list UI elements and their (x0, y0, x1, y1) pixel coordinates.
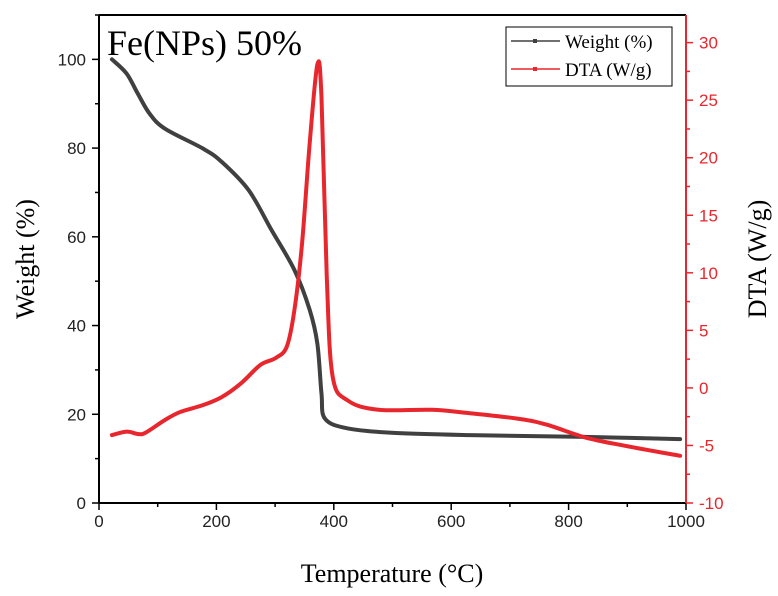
legend-box (505, 26, 673, 87)
series-lines (109, 57, 683, 458)
x-tick-label: 600 (437, 512, 465, 531)
legend: Weight (%) DTA (W/g) (505, 26, 673, 87)
x-tick-label: 200 (202, 512, 230, 531)
x-tick-label: 0 (94, 512, 103, 531)
y-tick-label: 40 (67, 317, 86, 336)
x-axis-title: Temperature (°C) (301, 559, 484, 588)
x-tick-label: 800 (554, 512, 582, 531)
y-tick-label: 20 (67, 405, 86, 424)
y2-tick-label: -10 (699, 494, 724, 513)
legend-dta-label: DTA (W/g) (565, 60, 652, 81)
y2-tick-label: 10 (699, 264, 718, 283)
y-tick-label: 100 (58, 50, 86, 69)
y2-tick-label: 0 (699, 379, 708, 398)
x-tick-label: 1000 (667, 512, 705, 531)
y-tick-label: 60 (67, 228, 86, 247)
y2-axis-title: DTA (W/g) (743, 200, 772, 319)
legend-weight-label: Weight (%) (565, 32, 653, 53)
y2-tick-label: -5 (699, 436, 714, 455)
y-axis-title: Weight (%) (11, 199, 40, 319)
y2-tick-label: 15 (699, 206, 718, 225)
y2-tick-label: 30 (699, 34, 718, 53)
weight-series-line (109, 57, 683, 442)
legend-weight-marker (533, 39, 537, 43)
legend-dta-marker (533, 67, 537, 71)
y-tick-label: 80 (67, 139, 86, 158)
dta-series-line (109, 59, 683, 458)
x-tick-label: 400 (320, 512, 348, 531)
y-tick-label: 0 (77, 494, 86, 513)
y2-tick-label: 5 (699, 321, 708, 340)
y2-tick-label: 20 (699, 149, 718, 168)
axes: 0 200 400 600 800 1000 0 20 40 60 80 100 -10 -5 0 5 10 15… (58, 14, 724, 531)
y2-tick-label: 25 (699, 91, 718, 110)
sample-annotation: Fe(NPs) 50% (107, 23, 302, 63)
